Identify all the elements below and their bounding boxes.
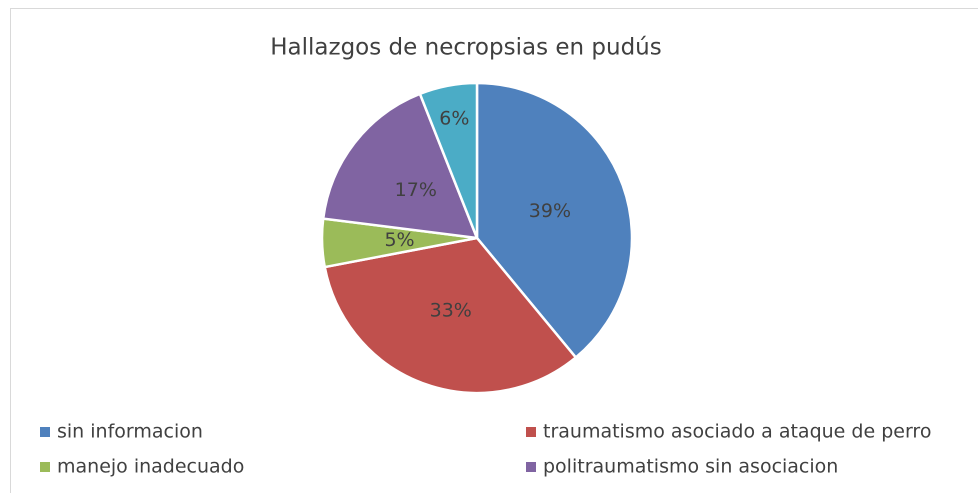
legend-text: traumatismo asociado a ataque de perro: [543, 421, 931, 443]
pie-slice: [321, 92, 479, 240]
slice-label: 17%: [395, 179, 437, 201]
legend-text: sin informacion: [57, 421, 203, 443]
slice-label: 39%: [529, 200, 571, 222]
legend-marker: [526, 462, 536, 472]
chart-title: Hallazgos de necropsias en pudús: [270, 35, 662, 61]
legend-marker: [40, 427, 50, 437]
legend-marker: [526, 427, 536, 437]
legend-marker: [40, 462, 50, 472]
pie-slice: [323, 236, 578, 395]
legend-text: manejo inadecuado: [57, 456, 244, 478]
slice-label: 6%: [439, 108, 469, 130]
legend-text: politraumatismo sin asociacion: [543, 456, 838, 478]
slice-label: 5%: [384, 229, 414, 251]
slice-label: 33%: [430, 299, 472, 321]
pie-slice: [418, 81, 479, 239]
pie-slice: [475, 81, 634, 360]
